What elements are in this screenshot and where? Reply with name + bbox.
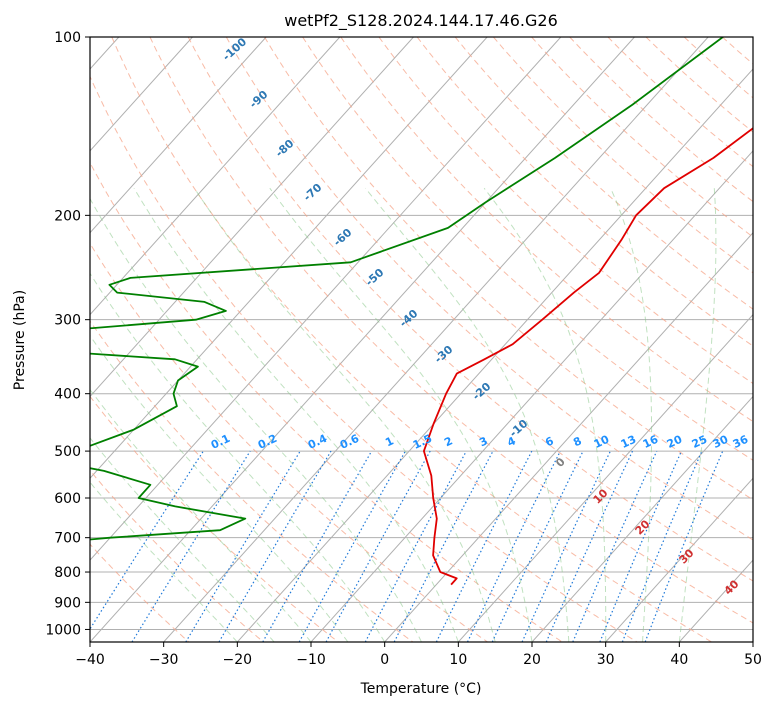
temperature-profile-line (423, 127, 753, 586)
mixing-ratio-label: 20 (665, 433, 685, 451)
dry-adiabat-line (378, 37, 753, 385)
moist-adiabat-line (133, 187, 459, 642)
mixing-ratio-line (298, 450, 406, 642)
y-tick-label: 800 (54, 565, 81, 581)
mixing-ratio-line (90, 450, 204, 631)
moist-adiabat-line (483, 187, 607, 642)
plot-frame (89, 36, 754, 643)
mixing-ratio-label: 25 (690, 433, 709, 451)
isotherm-line (236, 68, 753, 642)
isotherm-line (163, 37, 709, 642)
y-tick-label: 500 (54, 444, 81, 460)
isotherm-line (605, 477, 753, 642)
y-tick-label: 300 (54, 313, 81, 329)
moist-adiabat-line (90, 437, 275, 642)
isotherm-line (90, 37, 635, 642)
y-axis-title: Pressure (hPa) (12, 290, 28, 390)
mixing-ratio-label: 13 (619, 433, 638, 451)
dry-adiabat-line (264, 37, 753, 501)
moist-adiabat-line (90, 334, 349, 642)
moist-adiabat-line (90, 388, 312, 642)
chart-title: wetPf2_S128.2024.144.17.46.G26 (284, 11, 558, 31)
x-tick-label: −20 (223, 652, 253, 668)
moist-adiabat-line (90, 197, 422, 642)
mixing-ratio-line (435, 450, 533, 642)
y-tick-label: 400 (54, 387, 81, 403)
moist-adiabat-line (90, 272, 386, 642)
dry-adiabat-line (111, 37, 712, 642)
isotherm-line (90, 37, 193, 152)
y-tick-label: 700 (54, 531, 81, 547)
mixing-ratio-line (644, 450, 724, 642)
x-tick-label: 30 (597, 652, 615, 668)
x-tick-label: 40 (670, 652, 688, 668)
isotherm-line (457, 313, 753, 642)
dry-adiabat-line (90, 543, 190, 642)
dry-adiabat-line (187, 37, 753, 582)
dry-adiabat-line (302, 37, 753, 461)
isotherm-line (90, 37, 267, 234)
mixing-ratio-line (545, 450, 634, 642)
mixing-ratio-label: 10 (592, 433, 612, 451)
mixing-ratio-label: 36 (731, 433, 751, 451)
dry-adiabat-line (90, 75, 638, 642)
dry-adiabat-line (90, 161, 563, 642)
mixing-ratio-line (599, 450, 682, 642)
mixing-ratio-line (572, 450, 658, 642)
y-tick-label: 900 (54, 595, 81, 611)
x-tick-label: 10 (449, 652, 467, 668)
moist-adiabat-line (678, 188, 717, 642)
mixing-ratio-label: 30 (711, 433, 731, 451)
x-tick-label: −40 (75, 652, 105, 668)
mixing-ratio-label: 16 (641, 433, 661, 451)
mixing-ratio-line (621, 450, 703, 642)
dry-adiabat-line (90, 320, 414, 642)
x-tick-label: −30 (149, 652, 179, 668)
isotherm-line (90, 37, 562, 561)
y-tick-label: 100 (54, 30, 81, 46)
x-tick-label: 0 (380, 652, 389, 668)
x-axis-title: Temperature (°C) (360, 681, 482, 697)
moist-adiabat-line (269, 187, 533, 642)
dewpoint-profile-line (90, 37, 724, 570)
y-tick-label: 1000 (45, 622, 81, 638)
dry-adiabat-line (90, 242, 488, 642)
x-tick-label: 20 (523, 652, 541, 668)
x-tick-label: 50 (744, 652, 762, 668)
y-tick-label: 600 (54, 491, 81, 507)
isotherm-line (90, 37, 488, 480)
isotherm-line (90, 37, 414, 398)
mixing-ratio-line (325, 450, 431, 642)
dry-adiabat-line (149, 37, 753, 624)
y-tick-label: 200 (54, 208, 81, 224)
moist-adiabat-line (610, 188, 653, 642)
x-tick-label: −10 (296, 652, 326, 668)
isotherm-line (384, 231, 753, 642)
mixing-ratio-line (131, 450, 251, 642)
isotherm-line (531, 395, 753, 642)
isotherm-line (90, 37, 341, 316)
mixing-ratio-line (364, 450, 467, 642)
moist-adiabat-line (90, 481, 238, 642)
dry-adiabat-line (340, 37, 753, 423)
